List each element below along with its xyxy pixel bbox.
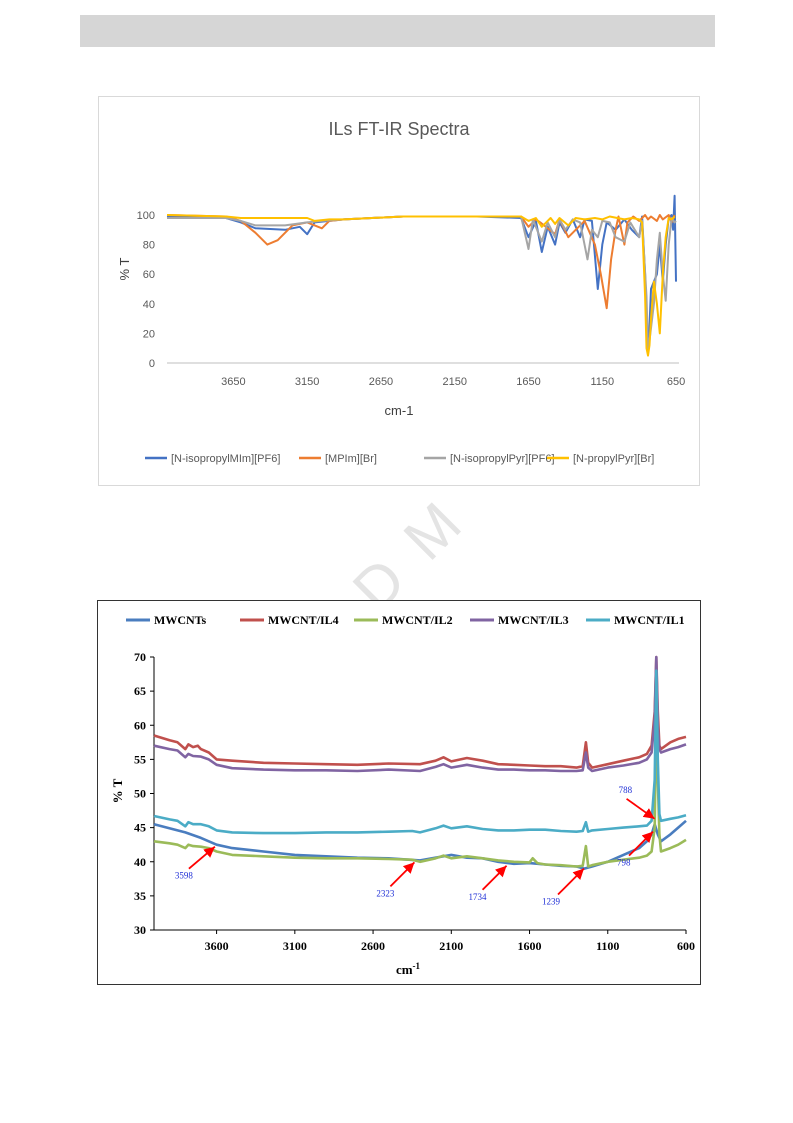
y-tick-label: 20 <box>143 328 155 340</box>
series-line-n-isopropylpyr-pf6 <box>167 215 677 350</box>
x-tick-label: 3650 <box>221 376 245 388</box>
legend-label-mwcnt-il4: MWCNT/IL4 <box>268 613 339 627</box>
series-line-mwcnt-il1 <box>153 669 687 835</box>
legend-label-mwcnt-il1: MWCNT/IL1 <box>614 613 685 627</box>
series-line-mwcnt-il3 <box>153 655 687 773</box>
legend-label-n-isopropylmim-pf6: [N-isopropylMIm][PF6] <box>171 453 280 465</box>
y-axis-label: % T <box>117 258 132 281</box>
x-tick-label: 1100 <box>596 939 619 953</box>
series-line-mwcnts <box>153 819 687 870</box>
y-tick-label: 0 <box>149 358 155 370</box>
chart-mwcnt: MWCNTs MWCNT/IL4 MWCNT/IL2 MWCNT/IL3 MWCNT/I… <box>110 613 695 977</box>
y-tick-label: 60 <box>134 718 146 732</box>
annotation-label-798: 798 <box>617 858 631 868</box>
page-header-bar <box>80 15 715 47</box>
y-tick-label: 65 <box>134 684 146 698</box>
y-tick-label: 60 <box>143 269 155 281</box>
x-tick-label: 600 <box>677 939 695 953</box>
annotation-label-788: 788 <box>619 785 633 795</box>
x-tick-label: 3150 <box>295 376 319 388</box>
x-tick-label: 3100 <box>283 939 307 953</box>
series-line-n-propylpyr-br <box>166 214 676 357</box>
legend-label-n-propylpyr-br: [N-propylPyr][Br] <box>573 453 654 465</box>
annotation-label-1239: 1239 <box>542 897 561 907</box>
series-line-mwcnt-il4 <box>153 655 687 769</box>
x-tick-label: 3600 <box>205 939 229 953</box>
x-tick-label: 2600 <box>361 939 385 953</box>
series-line-mwcnt-il2 <box>153 703 687 868</box>
x-tick-label: 2650 <box>369 376 393 388</box>
chart-mwcnt-frame: MWCNTs MWCNT/IL4 MWCNT/IL2 MWCNT/IL3 MWCNT/I… <box>97 600 701 985</box>
y-tick-label: 100 <box>137 210 155 222</box>
y-tick-label: 40 <box>143 299 155 311</box>
legend-label-n-isopropylpyr-pf6: [N-isopropylPyr][PF6] <box>450 453 555 465</box>
y-tick-label: 45 <box>134 821 146 835</box>
annotation-label-2323: 2323 <box>376 888 395 898</box>
series-line-mpim-br <box>166 214 676 310</box>
y-tick-label: 70 <box>134 650 146 664</box>
x-tick-label: 1650 <box>516 376 540 388</box>
x-tick-label: 1600 <box>518 939 542 953</box>
y-tick-label: 50 <box>134 787 146 801</box>
y-tick-label: 55 <box>134 752 146 766</box>
chart-ils-ftir-frame: ILs FT-IR Spectra 3650 3150 2650 2150 1650 11… <box>98 96 700 486</box>
x-tick-label: 2150 <box>442 376 466 388</box>
y-tick-label: 35 <box>134 889 146 903</box>
annotation-arrow-1239 <box>557 867 585 896</box>
x-axis-label: cm-1 <box>385 403 414 418</box>
x-tick-label: 1150 <box>590 376 614 388</box>
y-tick-label: 80 <box>143 240 155 252</box>
legend-label-mwcnt-il2: MWCNT/IL2 <box>382 613 453 627</box>
chart-ils-ftir: ILs FT-IR Spectra 3650 3150 2650 2150 1650 11… <box>117 119 685 465</box>
annotation-arrow-1734 <box>481 865 508 891</box>
annotation-arrow-788 <box>626 798 656 820</box>
x-tick-label: 2100 <box>439 939 463 953</box>
x-axis-label: cm-1 <box>396 961 421 977</box>
y-tick-label: 40 <box>134 855 146 869</box>
x-tick-label: 650 <box>667 376 685 388</box>
annotation-arrow-798 <box>628 831 654 857</box>
chart-title: ILs FT-IR Spectra <box>328 119 470 139</box>
annotation-label-3598: 3598 <box>175 871 194 881</box>
annotation-label-1734: 1734 <box>469 892 488 902</box>
annotation-arrow-2323 <box>389 861 416 888</box>
legend-label-mwcnt-il3: MWCNT/IL3 <box>498 613 569 627</box>
y-tick-label: 30 <box>134 923 146 937</box>
annotation-arrow-3598 <box>188 846 216 870</box>
legend-label-mpim-br: [MPIm][Br] <box>325 453 377 465</box>
y-axis-label: % T <box>110 778 125 803</box>
legend-label-mwcnts: MWCNTs <box>154 613 207 627</box>
